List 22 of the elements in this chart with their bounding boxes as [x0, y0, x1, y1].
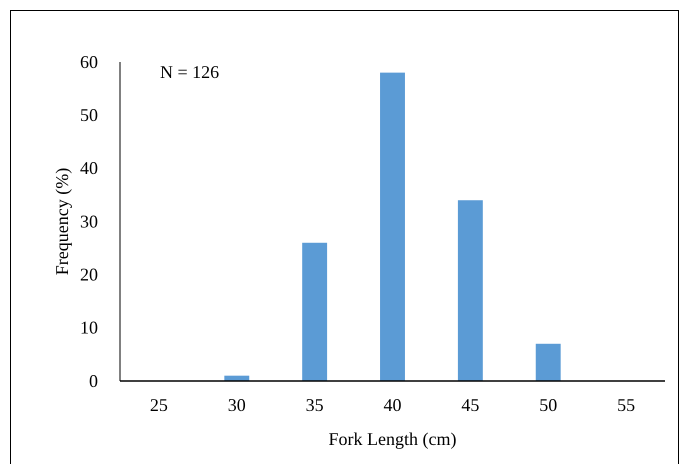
- bar: [536, 344, 561, 381]
- y-axis-title: Frequency (%): [52, 168, 72, 276]
- y-tick-label: 20: [80, 264, 98, 284]
- bar: [380, 72, 405, 381]
- x-tick-label: 40: [384, 394, 402, 415]
- x-axis-title: Fork Length (cm): [328, 429, 456, 449]
- x-tick-label: 50: [539, 394, 558, 415]
- x-tick-label: 30: [228, 394, 246, 415]
- y-tick-label: 50: [80, 104, 98, 125]
- y-tick-label: 40: [80, 158, 98, 178]
- x-tick-label: 35: [306, 394, 324, 415]
- bar: [302, 242, 328, 381]
- y-tick-label: 0: [89, 370, 98, 391]
- y-tick-label: 10: [80, 318, 98, 338]
- x-tick-label: 25: [150, 394, 168, 415]
- y-tick-label: 60: [80, 52, 98, 72]
- x-tick-label: 45: [461, 394, 480, 415]
- y-tick-label: 30: [80, 211, 98, 232]
- bar: [224, 376, 250, 381]
- annotation: N = 126: [160, 62, 220, 82]
- x-tick-label: 55: [617, 394, 636, 415]
- bar: [458, 200, 483, 381]
